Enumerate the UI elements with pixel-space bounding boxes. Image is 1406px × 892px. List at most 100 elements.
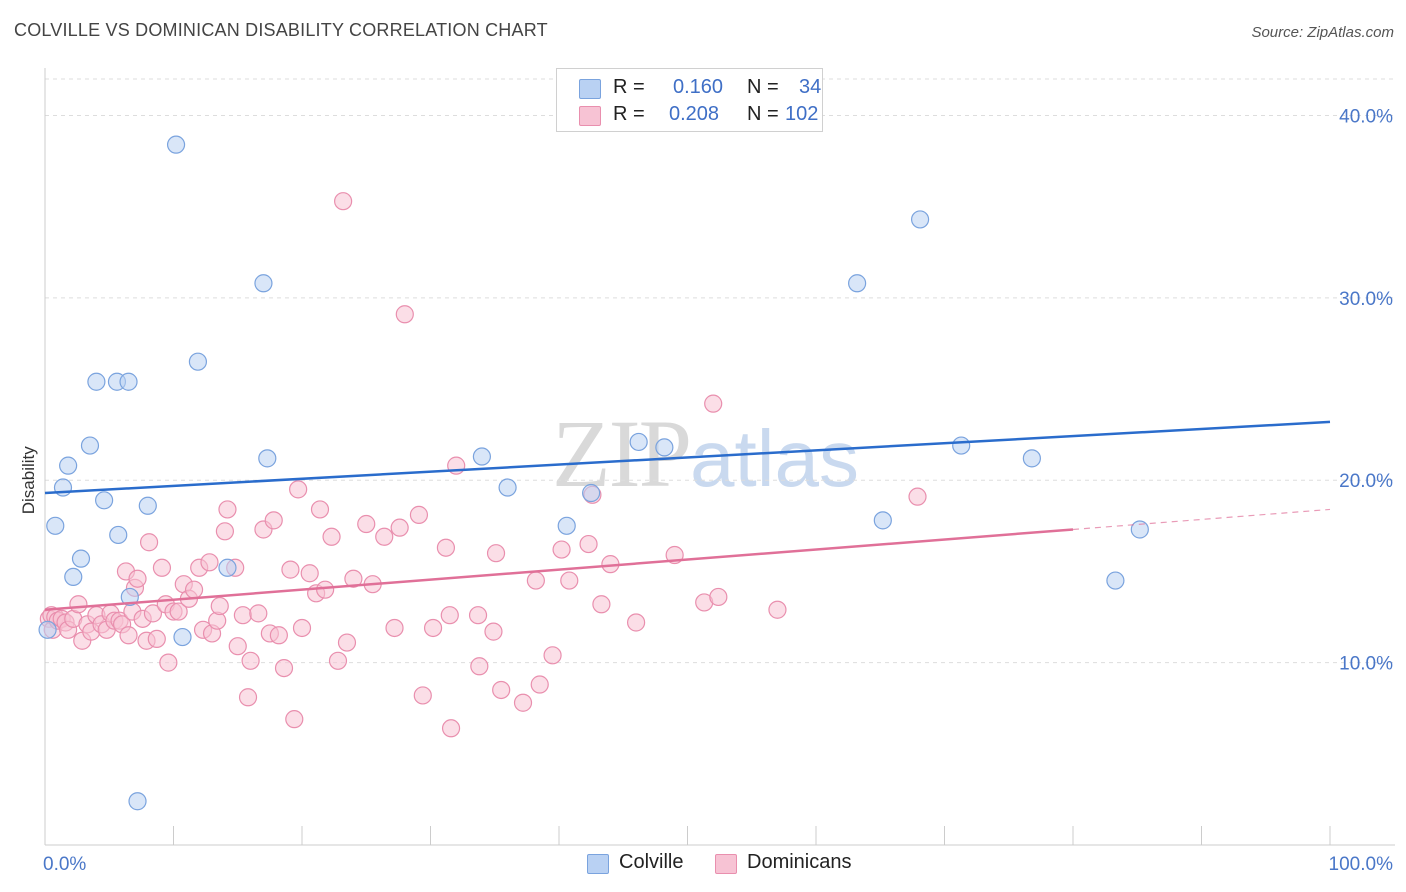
colville-point (655, 438, 674, 457)
colville-point (188, 352, 208, 371)
dominican-point (344, 569, 363, 588)
colville-point (218, 558, 237, 577)
colville-point (498, 478, 517, 497)
dominican-point (468, 606, 488, 625)
legend-r-value: 0.208 (669, 103, 720, 125)
colville-point (1130, 520, 1149, 539)
dominican-point (218, 500, 237, 519)
dominican-point (626, 613, 646, 632)
dominican-point (337, 633, 357, 652)
y-tick-label: 10.0% (1339, 654, 1393, 675)
dominican-point (513, 693, 533, 712)
dominican-point (241, 651, 260, 670)
dominican-point (552, 540, 571, 559)
dominican-point (274, 658, 294, 678)
dominican-point (440, 606, 459, 625)
dominican-point (908, 487, 927, 506)
colville-point (109, 525, 128, 545)
dominican-point (530, 675, 549, 694)
colville-point (80, 436, 100, 455)
colville-point (38, 620, 57, 639)
y-tick-label: 20.0% (1339, 471, 1393, 492)
dominican-point (579, 534, 598, 554)
legend-r-value: 0.160 (673, 76, 724, 98)
dominican-point (285, 710, 304, 729)
dominican-point (128, 569, 147, 588)
source-label: Source: ZipAtlas.com (1251, 24, 1394, 41)
dominican-point (147, 629, 166, 649)
dominican-point (486, 544, 506, 563)
colville-point (119, 372, 138, 391)
dominican-point (289, 480, 308, 499)
dominican-point (357, 514, 376, 534)
colville-point (472, 447, 491, 466)
dominican-point (184, 580, 204, 599)
y-tick-label: 40.0% (1339, 106, 1393, 127)
stats-legend: R = 0.160 N = 34 R = 0.208 N = 102 (556, 68, 823, 132)
dominican-point (385, 618, 404, 638)
legend-n-label: N = (747, 103, 779, 125)
dominican-point (300, 564, 319, 583)
dominican-point (238, 688, 258, 707)
dominican-point (395, 305, 414, 324)
dominican-point (413, 686, 432, 705)
dominican-point (159, 653, 178, 672)
dominican-trendline-dashed (1072, 508, 1331, 531)
dominican-swatch (715, 854, 737, 874)
colville-point (258, 449, 277, 468)
colville-point (46, 516, 65, 535)
dominican-point (119, 626, 138, 645)
dominican-point (328, 651, 348, 670)
colville-trendline (44, 420, 1331, 495)
colville-point (1022, 449, 1041, 468)
dominican-point (281, 560, 300, 579)
dominican-point (470, 657, 489, 676)
colville-point (952, 436, 971, 455)
dominican-point (322, 527, 341, 546)
legend-label-dominicans: Dominicans (747, 851, 852, 873)
colville-swatch (587, 854, 609, 874)
x-tick-label: 0.0% (43, 854, 86, 875)
colville-point (873, 511, 892, 530)
dominican-point (592, 595, 611, 614)
dominican-point (139, 533, 159, 552)
colville-point (128, 792, 147, 811)
legend-n-label: N = (747, 76, 779, 98)
colville-point (557, 516, 576, 535)
dominican-point (249, 604, 268, 623)
dominican-point (441, 719, 461, 738)
dominican-point (709, 587, 728, 607)
legend-r-label: R = (613, 103, 645, 125)
y-tick-label: 30.0% (1339, 289, 1393, 310)
legend-label-colville: Colville (619, 851, 684, 873)
colville-point (910, 210, 930, 229)
dominican-point (215, 522, 234, 541)
legend-n-value: 102 (785, 103, 819, 125)
dominican-point (316, 580, 335, 599)
colville-point (95, 491, 114, 510)
dominican-point (409, 505, 429, 524)
dominican-point (334, 192, 353, 211)
colville-point (582, 483, 601, 503)
dominican-point (292, 618, 312, 638)
dominican-point (768, 600, 787, 619)
colville-swatch (579, 79, 601, 99)
colville-point (64, 567, 83, 587)
dominican-point (264, 511, 283, 530)
dominican-point (152, 558, 172, 577)
dominican-point (543, 646, 562, 665)
colville-point (120, 587, 139, 607)
dominican-point (704, 394, 723, 413)
colville-point (254, 274, 273, 293)
x-tick-label: 100.0% (1329, 854, 1394, 875)
legend-n-value: 34 (799, 76, 822, 98)
dominican-point (526, 571, 545, 590)
dominican-point (423, 618, 443, 638)
colville-point (848, 274, 867, 293)
colville-point (173, 627, 192, 647)
dominican-point (210, 596, 229, 616)
dominican-point (200, 553, 219, 572)
colville-point (87, 372, 106, 391)
chart-title: COLVILLE VS DOMINICAN DISABILITY CORRELA… (14, 20, 548, 40)
dominican-point (492, 680, 511, 700)
